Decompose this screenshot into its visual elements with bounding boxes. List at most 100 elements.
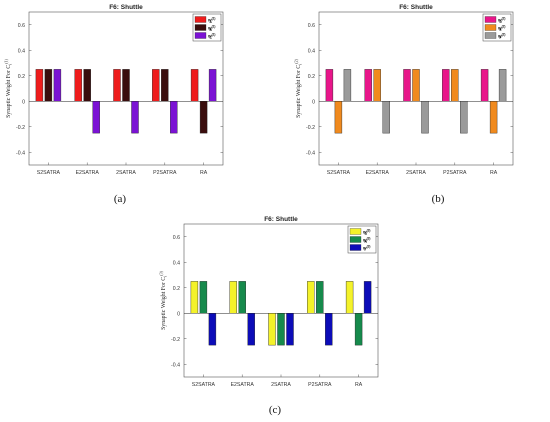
bar — [382, 101, 390, 134]
bar — [412, 69, 420, 102]
bar — [277, 313, 285, 346]
legend-label-name: w — [207, 26, 212, 31]
y-tick-label: 0.6 — [18, 23, 25, 29]
y-axis-label-sub: i — [298, 63, 303, 65]
bar — [35, 69, 44, 102]
legend-swatch — [194, 16, 207, 23]
y-axis-label-text: Synaptic Weight For C — [296, 65, 302, 118]
legend-label-sup: (1) — [212, 17, 216, 21]
y-axis-label: Synaptic Weight For Ci(1) — [3, 58, 12, 118]
y-axis-label: Synaptic Weight For Ci(3) — [158, 270, 167, 330]
bar — [363, 281, 372, 314]
legend-label-name: w — [362, 246, 367, 251]
legend-label-sub: A — [209, 20, 212, 24]
bar — [122, 69, 130, 102]
bar — [489, 101, 498, 134]
legend-label-name: w — [497, 34, 502, 39]
y-tick-label: 0 — [22, 99, 25, 105]
legend-label-sub: H — [364, 240, 367, 244]
bar-chart: F6: Shuttle -0.4 -0.2 0 0.2 0.4 0.6 Synaptic We… — [3, 4, 224, 176]
legend-label-sub: E — [499, 28, 501, 32]
bar — [199, 281, 208, 314]
chart-panel-c: F6: Shuttle -0.4 -0.2 0 0.2 0.4 0.6 Synaptic We… — [155, 212, 405, 422]
y-tick-label: 0.2 — [18, 74, 25, 80]
legend-label: w(2) E — [497, 25, 505, 32]
bar — [238, 281, 246, 314]
legend-label: w(3) H — [362, 237, 370, 244]
y-axis-label-text: Synaptic Weight For C — [6, 65, 12, 118]
bar — [343, 69, 352, 102]
legend-label: w(3) I — [362, 245, 370, 252]
bar — [354, 313, 363, 346]
legend-label: w(2) F — [497, 33, 505, 40]
legend-label-name: w — [497, 18, 502, 23]
chart-title: F6: Shuttle — [264, 216, 298, 223]
legend-label-sup: (1) — [212, 33, 216, 37]
y-tick-label: -0.2 — [16, 125, 25, 131]
y-tick-label: -0.4 — [306, 150, 315, 156]
bar — [334, 101, 343, 134]
y-tick-label: 0.2 — [173, 286, 180, 292]
bar — [325, 313, 333, 346]
y-axis-label-sup: (1) — [3, 58, 8, 63]
x-tick-label: RA — [355, 382, 363, 388]
legend-label: w(1) B — [207, 25, 215, 32]
y-axis-label-sup: (3) — [158, 270, 163, 275]
chart-panel-b: F6: Shuttle -0.4 -0.2 0 0.2 0.4 0.6 Synaptic We… — [290, 0, 540, 210]
bar — [498, 69, 507, 102]
x-tick-label: S2SATRA — [37, 170, 61, 176]
legend-label-sup: (1) — [212, 25, 216, 29]
legend-swatch — [484, 32, 497, 39]
y-tick-label: 0 — [177, 311, 180, 317]
bar — [92, 101, 100, 134]
legend-label-sup: (2) — [502, 25, 506, 29]
bar — [131, 101, 139, 134]
legend-label-sup: (2) — [502, 33, 506, 37]
bar — [170, 101, 178, 134]
bar — [208, 313, 217, 346]
caption-b: (b) — [431, 193, 445, 205]
bar — [113, 69, 121, 102]
bar — [208, 69, 217, 102]
x-tick-label: S2SATRA — [327, 170, 351, 176]
bar — [152, 69, 160, 102]
y-tick-label: 0.6 — [308, 23, 315, 29]
bar — [345, 281, 354, 314]
legend-swatch — [349, 228, 362, 235]
legend-swatch — [194, 32, 207, 39]
bar — [442, 69, 450, 102]
legend-label-sub: C — [209, 36, 212, 40]
x-tick-label: P2SATRA — [308, 382, 332, 388]
y-tick-label: -0.4 — [171, 362, 180, 368]
x-tick-label: RA — [490, 170, 498, 176]
legend-label: w(1) A — [207, 17, 215, 24]
legend-label-name: w — [207, 34, 212, 39]
x-tick-label: 2SATRA — [406, 170, 426, 176]
bar-chart: F6: Shuttle -0.4 -0.2 0 0.2 0.4 0.6 Synaptic We… — [158, 216, 379, 388]
bar — [53, 69, 62, 102]
legend-label-sup: (3) — [367, 245, 371, 249]
bar — [190, 281, 199, 314]
chart-panel-a: F6: Shuttle -0.4 -0.2 0 0.2 0.4 0.6 Synaptic We… — [0, 0, 250, 210]
x-tick-label: E2SATRA — [366, 170, 390, 176]
bar — [190, 69, 199, 102]
bar — [325, 69, 334, 102]
bar — [74, 69, 82, 102]
bar — [364, 69, 372, 102]
legend-label-sup: (3) — [367, 237, 371, 241]
legend-label-sup: (3) — [367, 229, 371, 233]
chart-title: F6: Shuttle — [109, 4, 143, 11]
legend-label: w(2) D — [497, 17, 505, 24]
legend-label: w(3) G — [362, 229, 370, 236]
legend-label-sub: B — [209, 28, 212, 32]
legend-swatch — [484, 24, 497, 31]
legend-label-name: w — [207, 18, 212, 23]
x-tick-label: 2SATRA — [271, 382, 291, 388]
y-tick-label: 0.4 — [173, 260, 180, 266]
x-tick-label: S2SATRA — [192, 382, 216, 388]
bar — [460, 101, 468, 134]
y-tick-label: 0.4 — [18, 48, 25, 54]
bar — [229, 281, 237, 314]
legend-swatch — [349, 236, 362, 243]
legend-label: w(1) C — [207, 33, 215, 40]
